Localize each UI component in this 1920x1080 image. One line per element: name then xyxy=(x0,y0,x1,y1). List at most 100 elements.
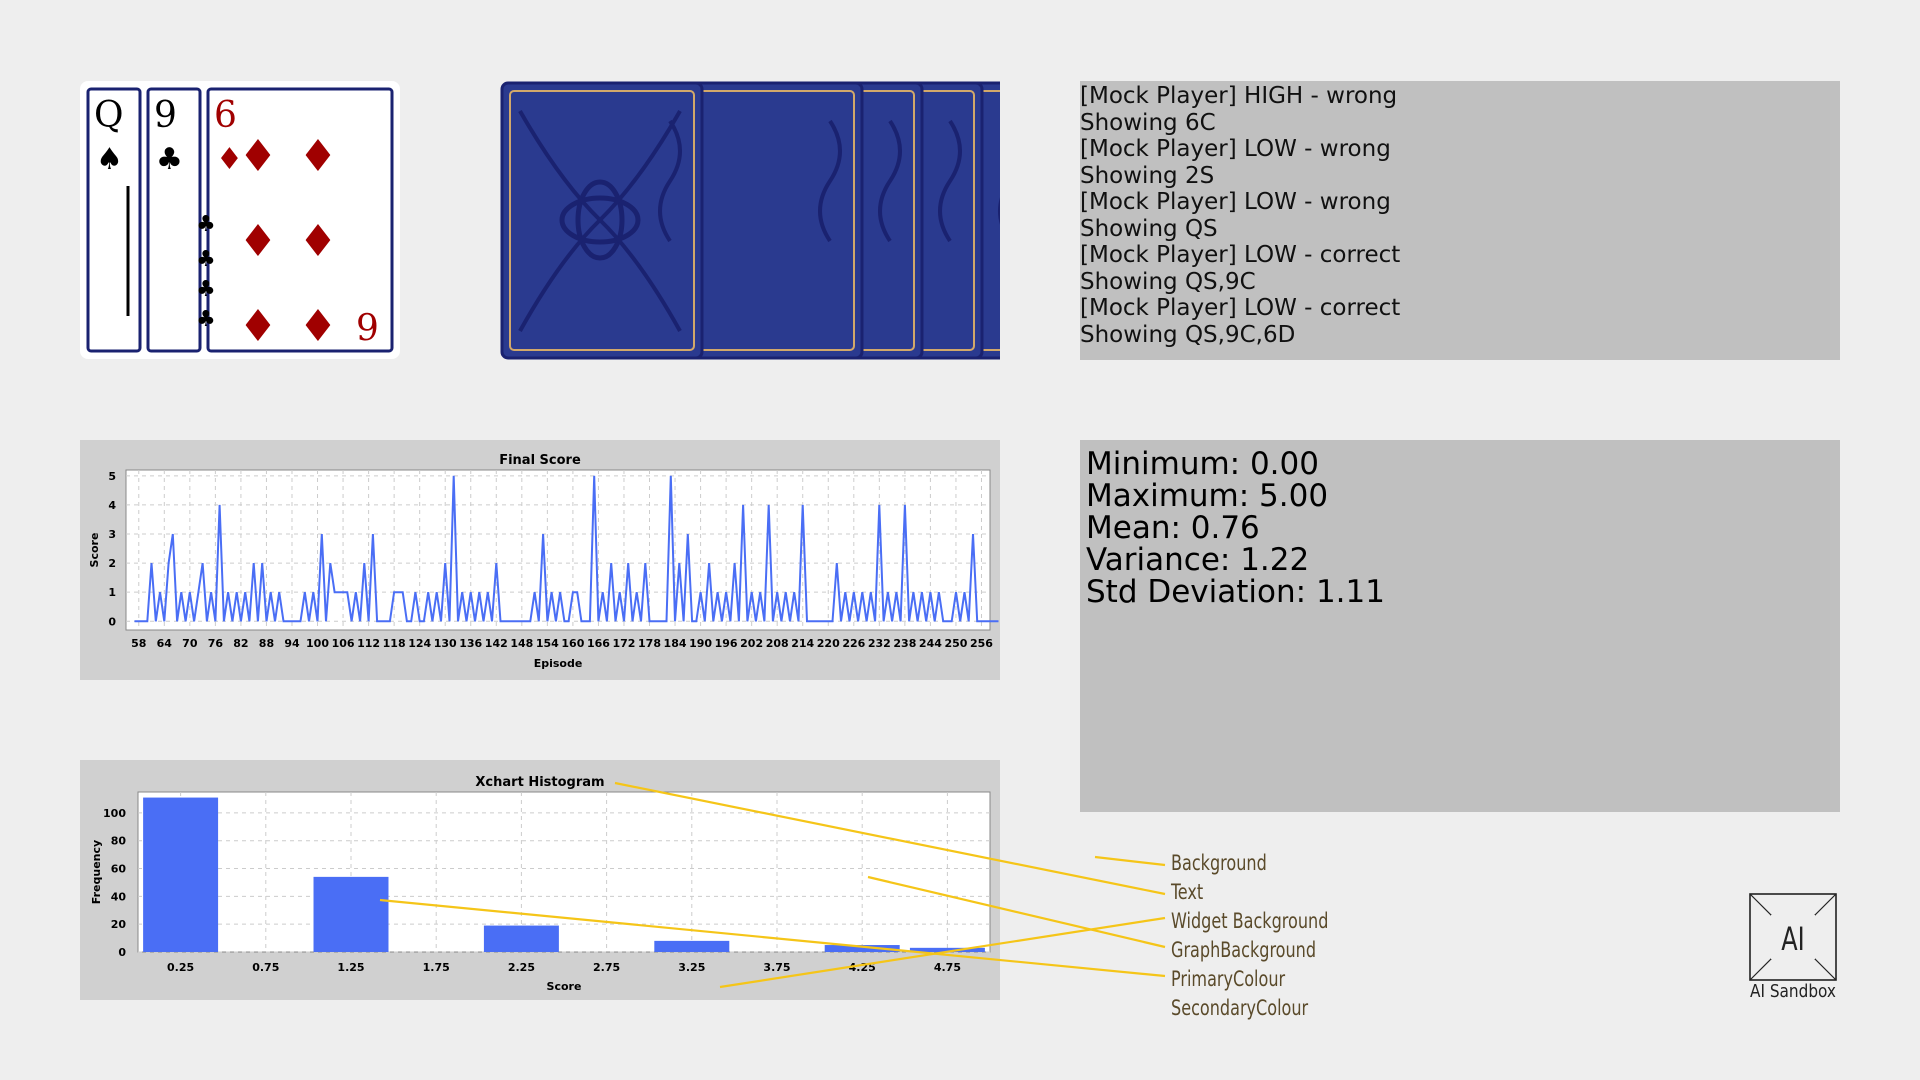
histogram-bar xyxy=(143,797,219,952)
y-tick-label: 20 xyxy=(111,918,127,931)
diamond-pip: ♦ xyxy=(298,216,337,267)
histogram-chart-title: Xchart Histogram xyxy=(475,775,605,790)
x-tick-label: 208 xyxy=(766,637,789,650)
y-tick-label: 5 xyxy=(108,470,116,483)
x-tick-label: 166 xyxy=(587,637,610,650)
score-series-line xyxy=(134,475,999,623)
game-log-panel: [Mock Player] HIGH - wrong Showing 6C [Moc… xyxy=(1080,81,1840,360)
x-tick-label: 226 xyxy=(842,637,865,650)
card-back-swirl xyxy=(658,119,682,243)
x-tick-label: 3.25 xyxy=(678,961,705,974)
y-tick-label: 1 xyxy=(108,586,116,599)
x-tick-label: 1.25 xyxy=(337,961,364,974)
x-tick-label: 4.75 xyxy=(934,961,961,974)
card-back-ornament xyxy=(518,110,682,332)
x-tick-label: 172 xyxy=(612,637,635,650)
histogram-bar xyxy=(654,940,730,952)
x-tick-label: 190 xyxy=(689,637,712,650)
card-back-swirl xyxy=(878,119,902,243)
diamond-pip: ♦ xyxy=(238,131,277,182)
log-line: [Mock Player] LOW - wrong xyxy=(1080,189,1391,215)
card-suit-clubs: ♣ xyxy=(156,142,183,177)
x-tick-label: 136 xyxy=(459,637,482,650)
stats-panel: Minimum: 0.00 Maximum: 5.00 Mean: 0.76 V… xyxy=(1080,440,1840,812)
x-axis-label: Score xyxy=(547,980,582,993)
legend-primary-colour: PrimaryColour xyxy=(1171,967,1286,991)
card-suit-diamonds: ♦ xyxy=(216,142,243,177)
y-tick-label: 0 xyxy=(118,946,126,959)
hand-card: 9♣ xyxy=(146,87,202,353)
x-tick-label: 82 xyxy=(233,637,248,650)
diamond-pip: ♦ xyxy=(298,131,337,182)
ornament-curve xyxy=(518,110,682,332)
x-tick-label: 64 xyxy=(157,637,173,650)
x-tick-label: 118 xyxy=(383,637,406,650)
club-pip: ♣ xyxy=(196,212,216,237)
stat-variance: Variance: 1.22 xyxy=(1086,542,1310,578)
log-line: Showing QS,9C xyxy=(1080,268,1256,295)
y-tick-label: 80 xyxy=(111,835,127,848)
stat-maximum: Maximum: 5.00 xyxy=(1086,478,1329,514)
x-tick-label: 70 xyxy=(182,637,198,650)
diamond-pip: ♦ xyxy=(298,301,337,352)
x-tick-label: 130 xyxy=(434,637,457,650)
card-rank: Q xyxy=(94,95,124,136)
card-back-accent xyxy=(509,90,695,351)
log-line: [Mock Player] LOW - correct xyxy=(1080,242,1401,268)
card-face xyxy=(146,87,202,353)
log-line: Showing 6C xyxy=(1080,109,1216,136)
card-rank: 6 xyxy=(214,95,237,136)
y-tick-label: 0 xyxy=(108,615,116,628)
x-tick-label: 184 xyxy=(664,637,687,650)
log-line: Showing QS xyxy=(1080,215,1218,242)
x-tick-label: 124 xyxy=(408,637,431,650)
histogram-chart: 0.25 0.75 1.25 1.75 2.25 2.75 3.25 3.75 4.25 4.75… xyxy=(90,791,991,993)
hand-area: Q ♠ 9 ♣ 6 ♦ ♦ ♦ ♦ ♦ ♦ ♦ 6 ♣ ♣ ♣ ♣ xyxy=(80,81,400,359)
x-tick-label: 160 xyxy=(561,637,584,650)
stat-minimum: Minimum: 0.00 xyxy=(1086,446,1319,482)
log-line: [Mock Player] LOW - wrong xyxy=(1080,136,1391,162)
log-line: Showing 2S xyxy=(1080,162,1215,189)
legend-secondary-colour: SecondaryColour xyxy=(1171,996,1309,1020)
ai-logo-icon: AI xyxy=(1749,893,1837,981)
club-pip: ♣ xyxy=(196,247,216,272)
histogram-bar xyxy=(313,876,389,952)
x-tick-label: 232 xyxy=(868,637,891,650)
legend-widget-background: Widget Background xyxy=(1171,909,1329,933)
x-tick-label: 148 xyxy=(510,637,533,650)
y-tick-label: 40 xyxy=(111,890,127,903)
deck-area xyxy=(500,81,1104,360)
final-score-chart-panel: Final Score 58 64 70 76 82 88 94 100 106 112 118 12… xyxy=(80,440,1000,680)
card-rank: 9 xyxy=(154,95,177,136)
y-tick-label: 100 xyxy=(103,807,126,820)
x-tick-label: 196 xyxy=(715,637,738,650)
ornament-petal xyxy=(559,195,641,245)
x-tick-label: 154 xyxy=(536,637,559,650)
x-tick-label: 178 xyxy=(638,637,661,650)
hand-card: Q♠ xyxy=(86,87,142,353)
x-tick-label: 0.75 xyxy=(252,961,279,974)
x-tick-label: 4.25 xyxy=(849,961,876,974)
y-tick-label: 2 xyxy=(108,557,116,570)
x-tick-label: 1.75 xyxy=(423,961,450,974)
diamond-pip: ♦ xyxy=(238,216,277,267)
log-line: Showing QS,9C,6D xyxy=(1080,321,1296,348)
final-score-chart: 58 64 70 76 82 88 94 100 106 112 118 124 130 136 142 14… xyxy=(88,469,999,670)
x-tick-label: 256 xyxy=(970,637,993,650)
club-pip: ♣ xyxy=(196,277,216,302)
card-face xyxy=(206,87,394,353)
x-tick-label: 112 xyxy=(357,637,380,650)
x-tick-label: 76 xyxy=(208,637,224,650)
stat-std-deviation: Std Deviation: 1.11 xyxy=(1086,574,1385,610)
x-tick-label: 88 xyxy=(259,637,274,650)
game-log: [Mock Player] HIGH - wrong Showing 6C [Moc… xyxy=(1080,81,1840,348)
hand-card: 6♦♦ ♦♦ ♦♦ ♦ 6 xyxy=(206,87,394,353)
histogram-bar xyxy=(824,945,900,952)
x-tick-label: 58 xyxy=(131,637,146,650)
x-tick-label: 220 xyxy=(817,637,840,650)
histogram-chart-panel: Xchart Histogram 0.25 0.75 1.25 1.75 2.25 2.7… xyxy=(80,760,1000,1000)
x-tick-label: 94 xyxy=(284,637,300,650)
x-tick-label: 0.25 xyxy=(167,961,194,974)
log-line: [Mock Player] HIGH - wrong xyxy=(1080,83,1398,109)
x-tick-label: 3.75 xyxy=(763,961,790,974)
